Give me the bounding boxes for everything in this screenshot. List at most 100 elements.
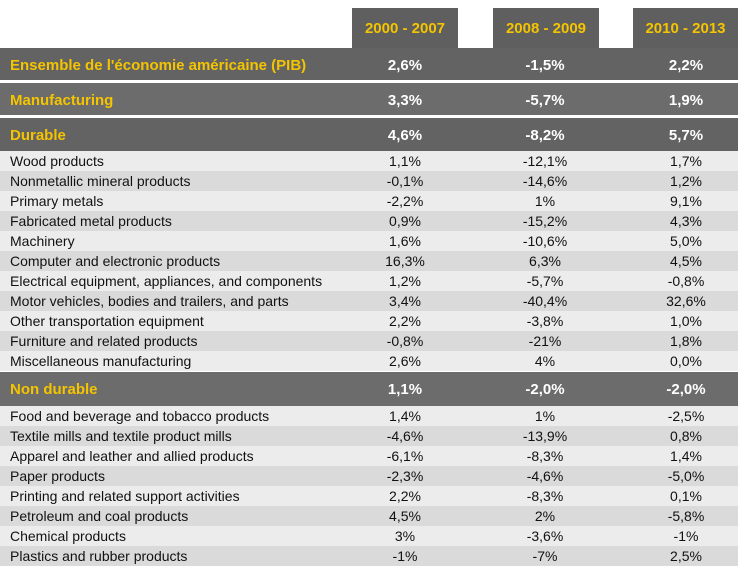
value-cell: -12,1% <box>522 153 568 169</box>
value-cell: -6,1% <box>386 448 424 464</box>
row-label: Printing and related support activities <box>10 488 240 504</box>
value-cell: 2,2% <box>389 488 421 504</box>
value-cell: 3,4% <box>389 293 421 309</box>
value-cell: 32,6% <box>666 293 706 309</box>
row-label: Computer and electronic products <box>10 253 221 269</box>
value-cell: 3% <box>394 528 416 544</box>
value-cell: 16,3% <box>385 253 425 269</box>
value-cell: 3,3% <box>387 92 423 109</box>
value-cell: -2,0% <box>525 381 565 398</box>
table-row: Wood products 1,1% -12,1% 1,7% <box>0 151 738 171</box>
section-row-manufacturing: Manufacturing 3,3% -5,7% 1,9% <box>0 83 738 118</box>
value-cell: 1,2% <box>389 273 421 289</box>
row-label: Textile mills and textile product mills <box>10 428 232 444</box>
row-label: Primary metals <box>10 193 104 209</box>
value-cell: 1,1% <box>389 153 421 169</box>
section-label: Manufacturing <box>10 92 114 109</box>
table-row: Petroleum and coal products 4,5% 2% -5,8% <box>0 506 738 526</box>
row-separator <box>0 80 738 83</box>
value-cell: 2,2% <box>668 57 704 74</box>
value-cell: 1,2% <box>670 173 702 189</box>
row-label: Petroleum and coal products <box>10 508 189 524</box>
value-cell: -1% <box>392 548 418 564</box>
value-cell: -5,7% <box>525 92 565 109</box>
value-cell: 4% <box>534 353 556 369</box>
value-cell: 0,0% <box>670 353 702 369</box>
row-label: Miscellaneous manufacturing <box>10 353 192 369</box>
table-row: Plastics and rubber products -1% -7% 2,5% <box>0 546 738 566</box>
section-label: Ensemble de l'économie américaine (PIB) <box>10 57 307 74</box>
value-cell: -1% <box>673 528 699 544</box>
row-label: Food and beverage and tobacco products <box>10 408 270 424</box>
value-cell: -1,5% <box>525 57 565 74</box>
row-label: Fabricated metal products <box>10 213 172 229</box>
row-label: Electrical equipment, appliances, and co… <box>10 273 323 289</box>
value-cell: -40,4% <box>522 293 568 309</box>
table-row: Motor vehicles, bodies and trailers, and… <box>0 291 738 311</box>
value-cell: -8,3% <box>526 488 564 504</box>
value-cell: 4,3% <box>670 213 702 229</box>
value-cell: 1,0% <box>670 313 702 329</box>
value-cell: -13,9% <box>522 428 568 444</box>
row-separator <box>0 115 738 118</box>
value-cell: -14,6% <box>522 173 568 189</box>
table-row: Fabricated metal products 0,9% -15,2% 4,3% <box>0 211 738 231</box>
value-cell: 1,1% <box>387 381 423 398</box>
table-row: Other transportation equipment 2,2% -3,8% 1… <box>0 311 738 331</box>
value-cell: 0,1% <box>670 488 702 504</box>
table-row: Printing and related support activities 2… <box>0 486 738 506</box>
value-cell: -2,2% <box>386 193 424 209</box>
row-label: Machinery <box>10 233 75 249</box>
table-row: Chemical products 3% -3,6% -1% <box>0 526 738 546</box>
value-cell: 1,8% <box>670 333 702 349</box>
value-cell: -2,5% <box>667 408 705 424</box>
table-row: Miscellaneous manufacturing 2,6% 4% 0,0% <box>0 351 738 371</box>
value-cell: 4,6% <box>387 127 423 144</box>
table-row: Primary metals -2,2% 1% 9,1% <box>0 191 738 211</box>
value-cell: -5,7% <box>526 273 564 289</box>
table-row: Furniture and related products -0,8% -21% 1… <box>0 331 738 351</box>
value-cell: 4,5% <box>670 253 702 269</box>
value-cell: 1,4% <box>389 408 421 424</box>
value-cell: 5,7% <box>668 127 704 144</box>
value-cell: 2,6% <box>387 57 423 74</box>
value-cell: -10,6% <box>522 233 568 249</box>
row-label: Chemical products <box>10 528 126 544</box>
value-cell: -0,8% <box>667 273 705 289</box>
table-row: Electrical equipment, appliances, and co… <box>0 271 738 291</box>
value-cell: -4,6% <box>386 428 424 444</box>
row-label: Wood products <box>10 153 104 169</box>
value-cell: -4,6% <box>526 468 564 484</box>
section-row-non-durable: Non durable 1,1% -2,0% -2,0% <box>0 372 738 407</box>
value-cell: 0,8% <box>670 428 702 444</box>
value-cell: 5,0% <box>670 233 702 249</box>
value-cell: 4,5% <box>389 508 421 524</box>
table-row: Machinery 1,6% -10,6% 5,0% <box>0 231 738 251</box>
column-header-2010-2013: 2010 - 2013 <box>633 8 738 48</box>
section-label: Non durable <box>10 381 98 398</box>
value-cell: -2,0% <box>666 381 706 398</box>
value-cell: -0,1% <box>386 173 424 189</box>
row-label: Nonmetallic mineral products <box>10 173 191 189</box>
value-cell: -21% <box>528 333 562 349</box>
value-cell: 2% <box>534 508 556 524</box>
value-cell: -8,3% <box>526 448 564 464</box>
column-header-2008-2009: 2008 - 2009 <box>493 8 599 48</box>
value-cell: 1,9% <box>668 92 704 109</box>
value-cell: -0,8% <box>386 333 424 349</box>
section-label: Durable <box>10 127 66 144</box>
value-cell: -8,2% <box>525 127 565 144</box>
value-cell: 6,3% <box>529 253 561 269</box>
value-cell: 1% <box>534 408 556 424</box>
table-row: Paper products -2,3% -4,6% -5,0% <box>0 466 738 486</box>
row-label: Motor vehicles, bodies and trailers, and… <box>10 293 289 309</box>
value-cell: 2,6% <box>389 353 421 369</box>
value-cell: -5,8% <box>667 508 705 524</box>
table-row: Food and beverage and tobacco products 1,… <box>0 406 738 426</box>
value-cell: 9,1% <box>670 193 702 209</box>
table-row: Computer and electronic products 16,3% 6,3… <box>0 251 738 271</box>
value-cell: -5,0% <box>667 468 705 484</box>
row-label: Furniture and related products <box>10 333 198 349</box>
value-cell: 2,5% <box>670 548 702 564</box>
row-label: Plastics and rubber products <box>10 548 188 564</box>
